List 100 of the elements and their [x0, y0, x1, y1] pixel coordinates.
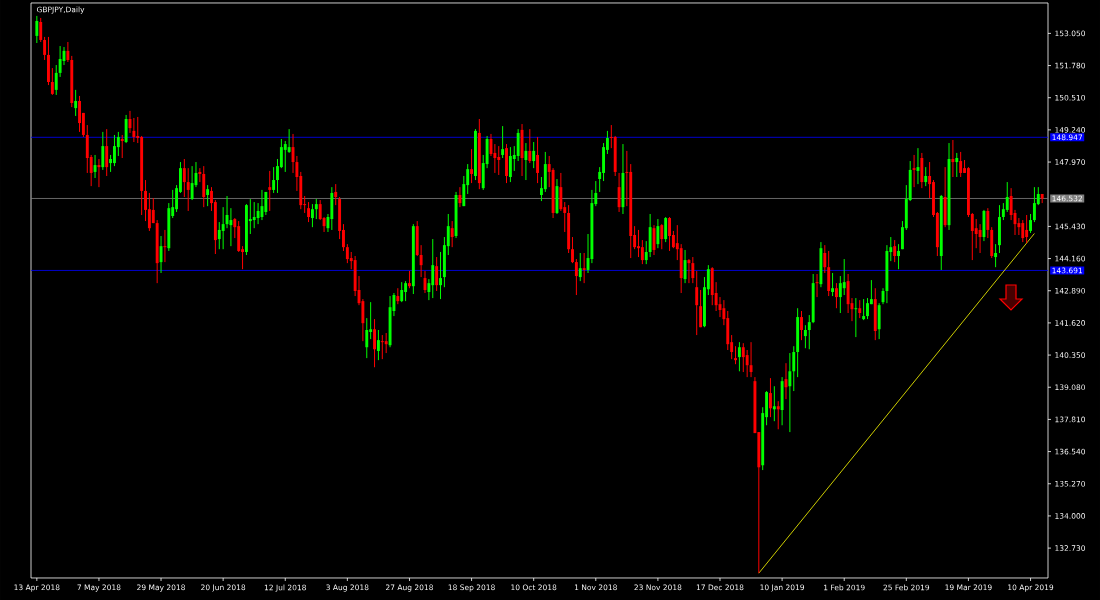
- candlestick: [528, 128, 532, 164]
- candlestick: [772, 385, 776, 422]
- candlestick: [637, 229, 640, 258]
- candlestick: [524, 142, 528, 181]
- candlestick: [365, 317, 369, 359]
- candlestick: [314, 198, 318, 220]
- candlestick: [78, 95, 81, 133]
- candlestick: [217, 221, 221, 250]
- candlestick: [664, 216, 668, 243]
- candlestick: [656, 218, 660, 249]
- candlestick: [803, 324, 807, 349]
- candlestick: [1005, 181, 1009, 213]
- candlestick: [74, 89, 78, 117]
- candlestick: [206, 184, 210, 207]
- candlestick: [334, 183, 338, 206]
- candlestick: [536, 136, 540, 184]
- candlestick: [147, 192, 151, 232]
- candlestick: [400, 281, 404, 303]
- candlestick: [151, 197, 155, 224]
- candlestick: [435, 256, 439, 292]
- candlestick: [345, 243, 349, 264]
- candlestick: [951, 139, 955, 178]
- candlestick: [272, 166, 276, 194]
- candlestick: [163, 229, 167, 263]
- candlestick: [50, 67, 54, 96]
- candlestick: [39, 17, 43, 43]
- candlestick: [687, 258, 691, 284]
- candlestick: [1025, 214, 1029, 244]
- candlestick: [373, 318, 376, 368]
- candlestick: [159, 235, 163, 274]
- candlestick: [470, 148, 474, 184]
- candlestick: [439, 251, 442, 300]
- candlestick: [252, 201, 256, 229]
- candlestick: [893, 239, 897, 263]
- candlestick: [691, 256, 695, 284]
- candlestick: [190, 165, 194, 201]
- candlestick: [202, 165, 206, 208]
- candlestick: [450, 220, 454, 248]
- candlestick: [834, 282, 838, 309]
- candlestick: [458, 186, 462, 208]
- candlestick: [1029, 213, 1032, 234]
- candlestick: [384, 332, 388, 354]
- candlestick: [974, 218, 978, 249]
- candlestick: [959, 151, 963, 178]
- candlestick: [578, 252, 582, 282]
- candlestick: [431, 238, 435, 299]
- candlestick: [660, 223, 664, 250]
- candlestick: [501, 125, 505, 159]
- candlestick: [307, 201, 310, 223]
- candlestick: [93, 154, 97, 179]
- candlestick: [741, 342, 745, 373]
- candlestick: [640, 239, 644, 265]
- candlestick: [186, 167, 190, 212]
- candlestick: [807, 314, 811, 350]
- candlestick: [124, 114, 128, 144]
- candlestick: [376, 329, 380, 361]
- candlestick: [35, 15, 39, 44]
- candlestick: [800, 310, 803, 341]
- candlestick: [380, 334, 384, 360]
- candlestick: [182, 158, 186, 198]
- candlestick: [1021, 219, 1025, 243]
- candlestick: [617, 172, 621, 213]
- candlestick: [769, 377, 772, 418]
- candlestick: [788, 352, 792, 433]
- candlestick: [838, 275, 842, 314]
- candlestick: [113, 134, 116, 167]
- candlestick: [582, 252, 586, 284]
- candlestick: [559, 172, 563, 212]
- candlestick: [823, 244, 827, 274]
- candlestick: [994, 243, 998, 268]
- candlestick: [862, 298, 866, 321]
- candlestick: [842, 258, 846, 296]
- candlestick: [310, 203, 314, 228]
- candlestick: [571, 236, 574, 264]
- candlestick: [699, 289, 703, 328]
- candlestick: [827, 250, 831, 297]
- candlestick: [120, 134, 124, 159]
- candlestick: [978, 223, 982, 254]
- candlestick: [986, 207, 990, 239]
- candlestick: [43, 36, 47, 61]
- candlestick: [749, 341, 753, 378]
- candlestick: [912, 154, 916, 188]
- candlestick: [105, 128, 109, 177]
- candlestick: [831, 272, 835, 297]
- candlestick: [1032, 186, 1036, 223]
- candlestick: [101, 131, 105, 171]
- candlestick: [695, 270, 699, 336]
- candlestick: [924, 166, 928, 187]
- candlestick: [268, 170, 272, 212]
- candlestick: [508, 146, 512, 183]
- candlestick: [897, 243, 901, 270]
- candlestick: [574, 258, 578, 296]
- candlestick: [85, 124, 89, 174]
- candlestick: [955, 152, 959, 178]
- candlestick: [866, 297, 869, 320]
- candlestick: [97, 158, 101, 188]
- candlestick: [404, 280, 408, 302]
- candlestick: [516, 128, 520, 162]
- candlestick: [497, 145, 501, 176]
- candlestick: [668, 216, 671, 252]
